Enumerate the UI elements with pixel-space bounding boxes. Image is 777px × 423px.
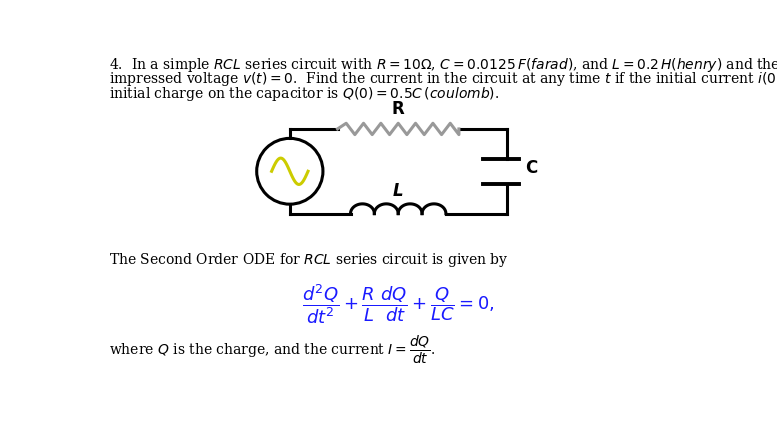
Text: impressed voltage $v(t)=0$.  Find the current in the circuit at any time $t$ if : impressed voltage $v(t)=0$. Find the cur…: [109, 70, 777, 88]
Text: L: L: [393, 182, 403, 201]
Text: $\dfrac{d^2Q}{dt^2}+\dfrac{R\ dQ}{L\ \ dt}+\dfrac{Q}{LC}=0,$: $\dfrac{d^2Q}{dt^2}+\dfrac{R\ dQ}{L\ \ d…: [302, 282, 494, 326]
Text: The Second Order ODE for $\mathit{RCL}$ series circuit is given by: The Second Order ODE for $\mathit{RCL}$ …: [109, 251, 509, 269]
Text: R: R: [392, 100, 405, 118]
Text: where $Q$ is the charge, and the current $I=\dfrac{dQ}{dt}$.: where $Q$ is the charge, and the current…: [109, 334, 436, 366]
Text: initial charge on the capacitor is $Q(0)=0.5C\,(\mathit{coulomb})$.: initial charge on the capacitor is $Q(0)…: [109, 85, 500, 103]
Text: 4.  In a simple $\mathit{RCL}$ series circuit with $R=10\Omega$, $C=0.0125\,F(\m: 4. In a simple $\mathit{RCL}$ series cir…: [109, 56, 777, 74]
Text: C: C: [524, 159, 537, 177]
